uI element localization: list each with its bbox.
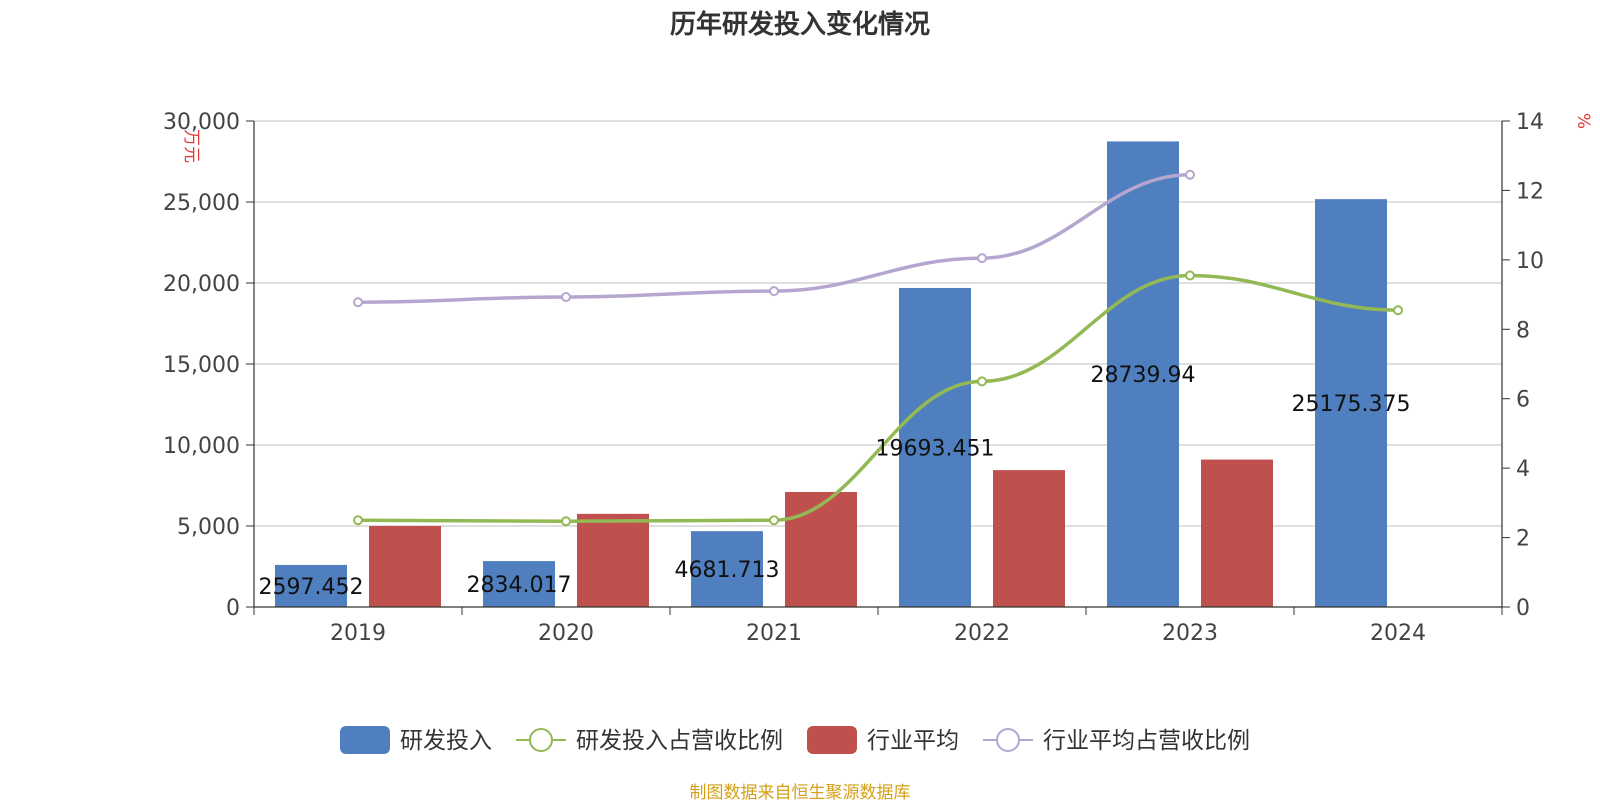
point-研发投入占营收比例 xyxy=(353,515,363,526)
bar-行业平均 xyxy=(993,470,1065,607)
legend-label: 研发投入 xyxy=(400,728,492,754)
y-left-tick-label: 25,000 xyxy=(163,191,240,216)
point-行业平均占营收比例 xyxy=(353,297,363,308)
point-行业平均占营收比例 xyxy=(769,286,779,297)
bar-data-label: 28739.94 xyxy=(1091,363,1196,388)
legend-swatch xyxy=(340,726,390,754)
legend-marker xyxy=(529,728,553,752)
x-tick-label: 2019 xyxy=(330,621,386,646)
axes: 05,00010,00015,00020,00025,00030,0000246… xyxy=(163,110,1593,646)
y-right-tick-label: 8 xyxy=(1516,318,1530,343)
legend: 研发投入 研发投入占营收比例 行业平均 行业平均占营收比例 xyxy=(340,726,1250,754)
y-right-tick-label: 4 xyxy=(1516,457,1530,482)
legend-label: 行业平均 xyxy=(867,728,959,754)
bars xyxy=(275,141,1387,608)
bar-研发投入 xyxy=(1315,199,1387,607)
point-行业平均占营收比例 xyxy=(977,253,987,264)
bar-行业平均 xyxy=(1201,459,1273,607)
x-tick-label: 2020 xyxy=(538,621,594,646)
point-行业平均占营收比例 xyxy=(1185,169,1195,180)
y-left-tick-label: 5,000 xyxy=(177,515,240,540)
legend-swatch xyxy=(807,726,857,754)
bar-行业平均 xyxy=(577,513,649,607)
x-tick-label: 2024 xyxy=(1370,621,1426,646)
bar-data-label: 2597.452 xyxy=(259,575,364,600)
y-right-tick-label: 6 xyxy=(1516,388,1530,413)
y-left-axis-label: 万元 xyxy=(181,129,201,163)
bar-行业平均 xyxy=(369,526,441,607)
point-研发投入占营收比例 xyxy=(1185,270,1195,281)
bar-研发投入 xyxy=(1107,141,1179,608)
y-right-tick-label: 2 xyxy=(1516,527,1530,552)
bar-行业平均 xyxy=(785,491,857,607)
legend-label: 行业平均占营收比例 xyxy=(1043,728,1250,754)
bar-data-label: 4681.713 xyxy=(675,558,780,583)
y-right-tick-label: 14 xyxy=(1516,110,1544,135)
y-right-tick-label: 12 xyxy=(1516,179,1544,204)
bar-data-label: 25175.375 xyxy=(1292,392,1411,417)
y-right-axis-label: % xyxy=(1573,113,1593,129)
bar-研发投入 xyxy=(691,531,763,607)
point-研发投入占营收比例 xyxy=(1393,305,1403,316)
y-left-tick-label: 20,000 xyxy=(163,272,240,297)
point-研发投入占营收比例 xyxy=(769,515,779,526)
point-行业平均占营收比例 xyxy=(561,292,571,303)
legend-label: 研发投入占营收比例 xyxy=(576,728,783,754)
bar-data-label: 2834.017 xyxy=(467,573,572,598)
line-研发投入占营收比例 xyxy=(357,273,1399,524)
legend-marker xyxy=(996,728,1020,752)
x-tick-label: 2021 xyxy=(746,621,802,646)
bar-研发投入 xyxy=(483,561,555,607)
data-labels: 2597.452 2834.017 4681.713 19693.451 28739.9… xyxy=(259,363,1411,600)
y-left-tick-label: 15,000 xyxy=(163,353,240,378)
y-right-tick-label: 0 xyxy=(1516,596,1530,621)
bar-研发投入 xyxy=(275,564,347,607)
grid-lines xyxy=(254,120,1502,527)
chart-title: 历年研发投入变化情况 xyxy=(669,10,930,40)
y-left-tick-label: 30,000 xyxy=(163,110,240,135)
y-left-tick-label: 10,000 xyxy=(163,434,240,459)
bar-研发投入 xyxy=(899,287,971,607)
point-研发投入占营收比例 xyxy=(561,516,571,527)
y-left-tick-label: 0 xyxy=(226,596,240,621)
x-tick-label: 2023 xyxy=(1162,621,1218,646)
point-研发投入占营收比例 xyxy=(977,376,987,387)
bar-data-label: 19693.451 xyxy=(876,436,995,461)
x-tick-label: 2022 xyxy=(954,621,1010,646)
lines xyxy=(353,169,1403,527)
source-note: 制图数据来自恒生聚源数据库 xyxy=(689,783,911,803)
y-right-tick-label: 10 xyxy=(1516,249,1544,274)
